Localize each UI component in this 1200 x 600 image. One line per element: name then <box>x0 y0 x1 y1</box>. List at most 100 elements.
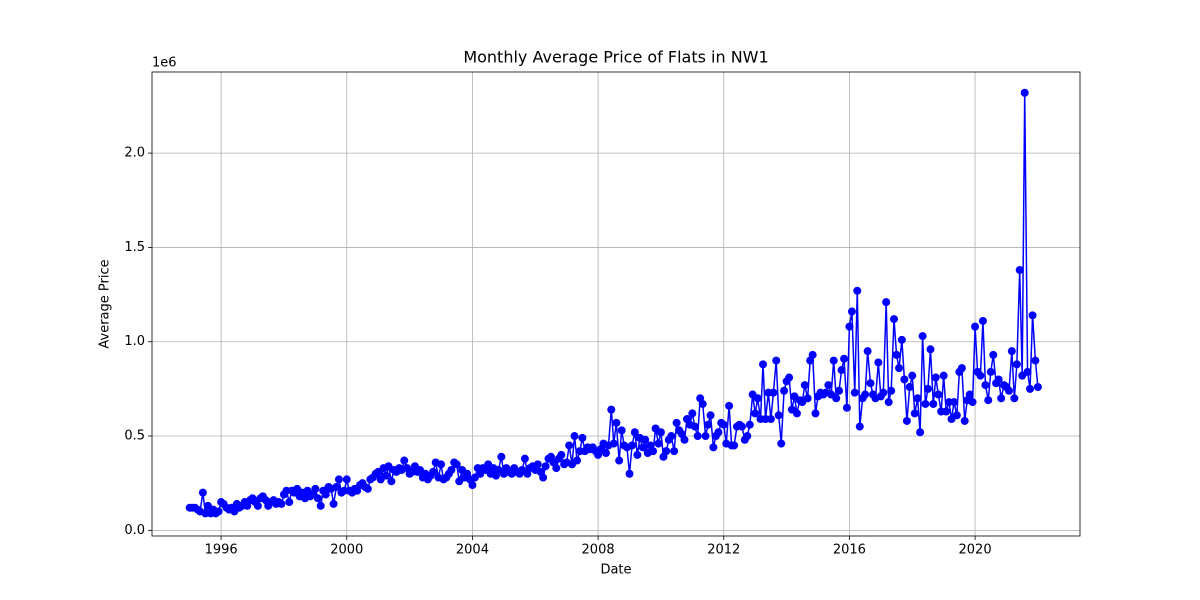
y-tick-label: 1.0 <box>124 334 145 349</box>
data-point <box>785 373 794 382</box>
data-point <box>934 390 943 399</box>
data-point <box>730 441 739 450</box>
data-point <box>916 428 925 437</box>
data-point <box>332 482 341 491</box>
data-point <box>832 394 841 403</box>
data-point <box>989 350 998 359</box>
data-point <box>882 298 891 307</box>
data-point <box>1033 382 1042 391</box>
plot-frame <box>151 71 1081 537</box>
data-point <box>879 388 888 397</box>
data-point <box>706 411 715 420</box>
data-point <box>811 409 820 418</box>
data-point <box>1028 311 1037 320</box>
data-point <box>329 499 338 508</box>
data-point <box>693 432 702 441</box>
data-point <box>698 399 707 408</box>
data-point <box>897 335 906 344</box>
y-tick-label: 0.5 <box>124 429 145 444</box>
data-point <box>313 494 322 503</box>
data-point <box>578 433 587 442</box>
y-tick-label: 0.0 <box>124 523 145 538</box>
data-point <box>976 371 985 380</box>
data-point <box>842 403 851 412</box>
data-point <box>997 394 1006 403</box>
data-point <box>866 379 875 388</box>
data-point <box>704 420 713 429</box>
data-point <box>641 435 650 444</box>
data-point <box>780 386 789 395</box>
y-offset-label: 1e6 <box>152 56 177 71</box>
data-point <box>612 418 621 427</box>
data-point <box>387 477 396 486</box>
data-point <box>1007 347 1016 356</box>
data-point <box>725 401 734 410</box>
data-point <box>557 450 566 459</box>
data-point <box>321 490 330 499</box>
data-point <box>884 398 893 407</box>
x-tick-label: 2016 <box>833 543 866 558</box>
data-point <box>887 386 896 395</box>
data-point <box>952 411 961 420</box>
data-point <box>670 447 679 456</box>
data-point <box>400 456 409 465</box>
data-point <box>981 381 990 390</box>
data-point <box>363 484 372 493</box>
data-point <box>719 420 728 429</box>
x-tick-label: 2000 <box>330 543 363 558</box>
data-point <box>633 450 642 459</box>
data-point <box>649 447 658 456</box>
data-point <box>837 366 846 375</box>
data-point <box>437 460 446 469</box>
data-point <box>552 464 561 473</box>
x-tick-label: 2004 <box>456 543 489 558</box>
data-point <box>824 381 833 390</box>
data-point <box>1031 356 1040 365</box>
data-point <box>656 428 665 437</box>
data-point <box>808 350 817 359</box>
data-point <box>759 360 768 369</box>
data-point <box>845 322 854 331</box>
data-point <box>565 441 574 450</box>
data-point <box>573 456 582 465</box>
data-point <box>957 364 966 373</box>
data-point <box>570 432 579 441</box>
data-point <box>874 358 883 367</box>
data-point <box>253 501 262 510</box>
data-point <box>701 432 710 441</box>
data-point <box>690 422 699 431</box>
data-point <box>628 441 637 450</box>
data-point <box>850 388 859 397</box>
chart-title: Monthly Average Price of Flats in NW1 <box>463 48 768 67</box>
data-point <box>617 426 626 435</box>
data-point <box>769 388 778 397</box>
y-axis-label: Average Price <box>98 259 113 348</box>
data-point <box>902 416 911 425</box>
data-point <box>1015 266 1024 275</box>
data-point <box>800 381 809 390</box>
data-point <box>971 322 980 331</box>
x-tick-label: 2008 <box>582 543 615 558</box>
data-point <box>931 373 940 382</box>
data-point <box>447 465 456 474</box>
data-point <box>1010 394 1019 403</box>
x-tick-label: 2012 <box>707 543 740 558</box>
data-point <box>680 435 689 444</box>
data-point <box>960 416 969 425</box>
data-point <box>607 405 616 414</box>
data-point <box>672 418 681 427</box>
data-point <box>890 315 899 324</box>
data-point <box>311 484 320 493</box>
data-point <box>978 316 987 325</box>
data-point <box>929 399 938 408</box>
data-point <box>342 475 351 484</box>
data-point <box>1023 367 1032 376</box>
data-point <box>709 443 718 452</box>
data-point <box>429 467 438 476</box>
data-point <box>751 409 760 418</box>
data-point <box>334 475 343 484</box>
data-point <box>774 411 783 420</box>
data-point <box>942 407 951 416</box>
